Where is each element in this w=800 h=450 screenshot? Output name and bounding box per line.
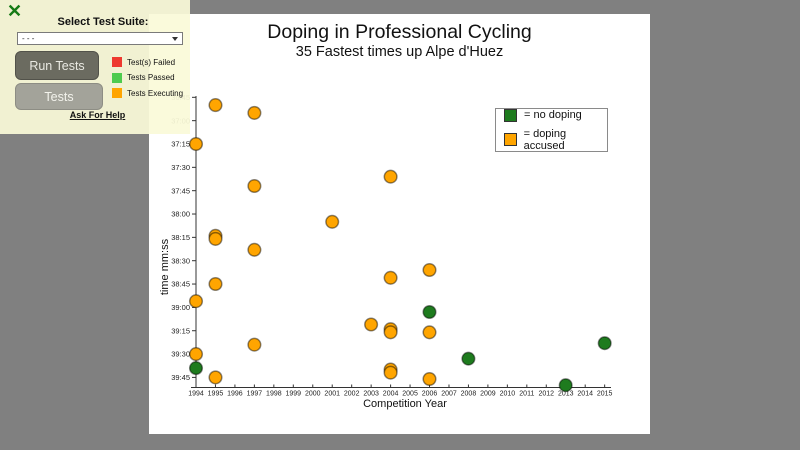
chart-title: Doping in Professional Cycling: [267, 21, 532, 43]
no-doping-swatch: [504, 108, 517, 122]
legend-label: = no doping: [524, 109, 582, 121]
failed-swatch: [112, 57, 122, 67]
svg-text:2005: 2005: [402, 391, 418, 398]
svg-text:2001: 2001: [324, 391, 340, 398]
data-point[interactable]: [188, 347, 204, 362]
svg-text:2004: 2004: [383, 391, 399, 398]
x-axis: 1994 1995 1996 1997 1998 1999 2000 2001 2002 2003…: [188, 384, 613, 398]
svg-text:1999: 1999: [286, 391, 302, 398]
data-point[interactable]: [422, 262, 437, 278]
status-row-failed: Test(s) Failed: [112, 57, 183, 67]
data-point[interactable]: [383, 325, 398, 340]
svg-text:2006: 2006: [422, 391, 438, 398]
svg-text:38:00: 38:00: [171, 210, 190, 219]
data-point[interactable]: [247, 178, 262, 194]
svg-text:2011: 2011: [519, 391, 534, 398]
svg-text:1994: 1994: [188, 391, 204, 398]
data-point[interactable]: [383, 365, 398, 380]
svg-text:38:45: 38:45: [171, 280, 190, 289]
svg-text:2012: 2012: [538, 391, 554, 398]
data-point[interactable]: [383, 169, 398, 184]
data-point[interactable]: [188, 136, 204, 152]
close-icon[interactable]: ✕: [7, 1, 23, 21]
scatter-plot: 36:4537:0037:1537:3037:4538:0038:1538:30…: [171, 93, 613, 398]
svg-text:2013: 2013: [558, 391, 574, 398]
data-point[interactable]: [247, 105, 262, 120]
status-label: Tests Passed: [127, 73, 175, 82]
data-point[interactable]: [325, 214, 340, 229]
status-row-passed: Tests Passed: [112, 72, 183, 83]
data-point[interactable]: [188, 361, 204, 376]
doping-swatch: [504, 133, 517, 146]
svg-text:2010: 2010: [500, 391, 516, 398]
svg-text:38:30: 38:30: [171, 256, 190, 265]
data-point[interactable]: [188, 294, 204, 309]
svg-text:1995: 1995: [208, 391, 224, 398]
svg-text:1996: 1996: [227, 391, 243, 398]
data-point[interactable]: [208, 98, 223, 113]
run-tests-button[interactable]: Run Tests: [15, 51, 99, 80]
data-point[interactable]: [208, 370, 223, 385]
svg-text:39:00: 39:00: [171, 303, 190, 312]
test-suite-title: Select Test Suite:: [57, 16, 149, 28]
svg-text:2002: 2002: [344, 391, 360, 398]
chevron-down-icon: [172, 36, 178, 41]
svg-text:1997: 1997: [247, 391, 263, 398]
status-label: Tests Executing: [127, 88, 184, 98]
executing-swatch: [112, 88, 122, 98]
data-point[interactable]: [422, 371, 437, 387]
y-axis-label: time mm:ss: [159, 238, 171, 296]
data-point[interactable]: [461, 351, 476, 366]
chart-card: Doping in Professional Cycling 35 Fastes…: [149, 14, 650, 434]
svg-text:37:15: 37:15: [171, 140, 190, 149]
status-label: Test(s) Failed: [127, 57, 176, 67]
test-suite-panel: ✕ Select Test Suite: - - - Run Tests Tes…: [0, 0, 190, 134]
svg-text:39:15: 39:15: [171, 326, 190, 335]
svg-text:38:15: 38:15: [171, 233, 190, 242]
ask-for-help-link[interactable]: Ask For Help: [69, 110, 126, 120]
data-point[interactable]: [597, 336, 612, 351]
svg-text:37:45: 37:45: [171, 186, 190, 195]
data-point[interactable]: [422, 304, 437, 320]
svg-text:2009: 2009: [480, 391, 496, 398]
data-point[interactable]: [383, 270, 398, 285]
passed-swatch: [112, 72, 122, 83]
test-suite-select-value: - - -: [22, 34, 35, 43]
test-suite-select[interactable]: - - -: [17, 32, 183, 45]
tests-button[interactable]: Tests: [15, 83, 103, 110]
legend-label: = doping accused: [523, 127, 567, 152]
svg-text:2003: 2003: [363, 391, 379, 398]
x-axis-label: Competition Year: [363, 398, 447, 410]
data-point[interactable]: [422, 325, 437, 340]
data-point[interactable]: [247, 242, 262, 257]
svg-text:2000: 2000: [305, 391, 321, 398]
svg-text:2015: 2015: [597, 391, 613, 398]
svg-text:37:30: 37:30: [171, 163, 190, 172]
svg-text:1998: 1998: [266, 391, 282, 398]
test-status-legend: Test(s) Failed Tests Passed Tests Execut…: [112, 57, 183, 98]
svg-text:39:30: 39:30: [171, 350, 190, 359]
legend-row-doping: = doping accused: [504, 128, 607, 152]
svg-text:2008: 2008: [461, 391, 477, 398]
data-point[interactable]: [208, 276, 223, 292]
chart-legend: = no doping = doping accused: [495, 108, 608, 152]
chart-subtitle: 35 Fastest times up Alpe d'Huez: [295, 44, 504, 60]
data-point[interactable]: [558, 378, 573, 393]
legend-row-no-doping: = no doping: [504, 108, 607, 122]
y-axis: 36:4537:0037:1537:3037:4538:0038:1538:30…: [171, 93, 197, 388]
data-point[interactable]: [364, 317, 379, 332]
data-point[interactable]: [208, 231, 223, 246]
data-point[interactable]: [247, 337, 262, 352]
status-row-executing: Tests Executing: [112, 88, 183, 98]
svg-text:2014: 2014: [577, 391, 593, 398]
svg-text:39:45: 39:45: [171, 373, 190, 382]
svg-text:2007: 2007: [441, 391, 457, 398]
